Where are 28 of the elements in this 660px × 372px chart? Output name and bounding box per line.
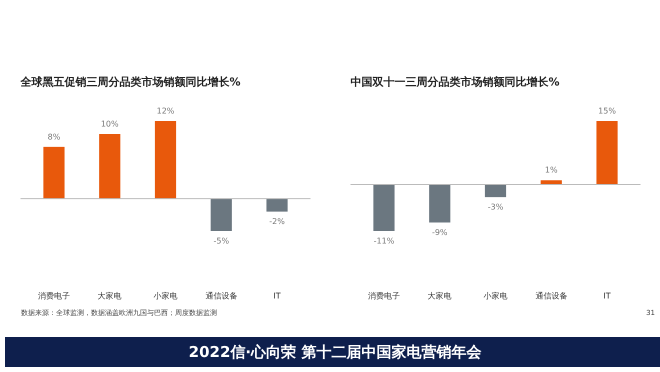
x-tick-label: 消费电子 [368,292,400,300]
bar [99,134,120,199]
text: 2022信·心向荣 第十二届中国家电营销年会 [188,342,482,363]
x-tick-label: 通信设备 [205,292,238,300]
data-label: 8% [48,132,61,142]
x-tick-label: 小家电 [154,292,178,300]
chart-title: 全球黑五促销三周分品类市场销额同比增长% [20,76,241,88]
bar [266,198,288,212]
x-tick-label: IT [273,292,281,300]
data-label: 10% [100,119,120,128]
data-label: 12% [156,106,175,116]
bar [210,198,232,231]
data-label: 15% [598,106,616,116]
x-tick-label: 小家电 [484,292,508,300]
bar [43,146,65,199]
data-label: -9% [432,228,448,238]
x-tick-label: IT [603,292,611,300]
data-label: -2% [269,217,286,226]
data-label: 1% [544,166,558,175]
x-tick-label: 大家电 [428,292,452,300]
x-tick-label: 消费电子 [38,292,70,300]
data-label: -3% [488,202,504,212]
x-tick-label: 大家电 [98,292,122,300]
data-label: -5% [213,236,230,246]
data-label: -11% [374,236,395,246]
x-tick-label: 通信设备 [535,292,568,300]
chart-title: 中国双十一三周分品类市场销额同比增长% [350,76,560,88]
bar [154,121,176,199]
